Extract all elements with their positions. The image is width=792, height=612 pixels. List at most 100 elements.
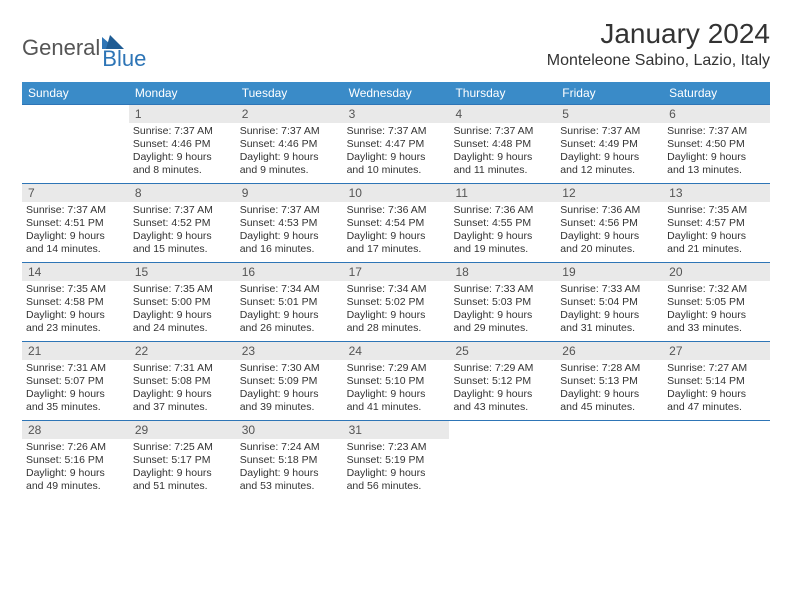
day-cell: 7Sunrise: 7:37 AMSunset: 4:51 PMDaylight… [22, 184, 129, 262]
day-detail: Sunrise: 7:37 AMSunset: 4:46 PMDaylight:… [129, 123, 236, 182]
day-cell: 4Sunrise: 7:37 AMSunset: 4:48 PMDaylight… [449, 105, 556, 183]
day-number: 2 [236, 105, 343, 123]
week-row: 28Sunrise: 7:26 AMSunset: 5:16 PMDayligh… [22, 420, 770, 499]
day-number: 13 [663, 184, 770, 202]
day-cell: 27Sunrise: 7:27 AMSunset: 5:14 PMDayligh… [663, 342, 770, 420]
day-cell: 12Sunrise: 7:36 AMSunset: 4:56 PMDayligh… [556, 184, 663, 262]
day-detail: Sunrise: 7:37 AMSunset: 4:50 PMDaylight:… [663, 123, 770, 182]
header: General Blue January 2024 Monteleone Sab… [22, 18, 770, 72]
day-cell: 25Sunrise: 7:29 AMSunset: 5:12 PMDayligh… [449, 342, 556, 420]
day-cell: 24Sunrise: 7:29 AMSunset: 5:10 PMDayligh… [343, 342, 450, 420]
day-detail: Sunrise: 7:34 AMSunset: 5:02 PMDaylight:… [343, 281, 450, 340]
day-cell: 31Sunrise: 7:23 AMSunset: 5:19 PMDayligh… [343, 421, 450, 499]
day-number: 29 [129, 421, 236, 439]
day-cell: 8Sunrise: 7:37 AMSunset: 4:52 PMDaylight… [129, 184, 236, 262]
day-detail: Sunrise: 7:36 AMSunset: 4:55 PMDaylight:… [449, 202, 556, 261]
day-cell: 9Sunrise: 7:37 AMSunset: 4:53 PMDaylight… [236, 184, 343, 262]
day-cell: 13Sunrise: 7:35 AMSunset: 4:57 PMDayligh… [663, 184, 770, 262]
day-cell: 5Sunrise: 7:37 AMSunset: 4:49 PMDaylight… [556, 105, 663, 183]
day-number: 24 [343, 342, 450, 360]
day-number: 6 [663, 105, 770, 123]
day-cell: 30Sunrise: 7:24 AMSunset: 5:18 PMDayligh… [236, 421, 343, 499]
day-number: 16 [236, 263, 343, 281]
day-cell: 2Sunrise: 7:37 AMSunset: 4:46 PMDaylight… [236, 105, 343, 183]
calendar: SundayMondayTuesdayWednesdayThursdayFrid… [22, 82, 770, 499]
day-detail: Sunrise: 7:35 AMSunset: 5:00 PMDaylight:… [129, 281, 236, 340]
day-header-row: SundayMondayTuesdayWednesdayThursdayFrid… [22, 82, 770, 104]
day-number: 7 [22, 184, 129, 202]
day-number: 30 [236, 421, 343, 439]
day-number: 27 [663, 342, 770, 360]
empty-cell [663, 421, 770, 499]
empty-cell [556, 421, 663, 499]
day-cell: 16Sunrise: 7:34 AMSunset: 5:01 PMDayligh… [236, 263, 343, 341]
day-detail: Sunrise: 7:25 AMSunset: 5:17 PMDaylight:… [129, 439, 236, 498]
week-row: 14Sunrise: 7:35 AMSunset: 4:58 PMDayligh… [22, 262, 770, 341]
logo-text-blue: Blue [102, 46, 146, 72]
logo-text-general: General [22, 35, 100, 61]
day-number: 15 [129, 263, 236, 281]
day-detail: Sunrise: 7:36 AMSunset: 4:54 PMDaylight:… [343, 202, 450, 261]
day-header: Sunday [22, 82, 129, 104]
day-number: 10 [343, 184, 450, 202]
day-cell: 22Sunrise: 7:31 AMSunset: 5:08 PMDayligh… [129, 342, 236, 420]
title-block: January 2024 Monteleone Sabino, Lazio, I… [547, 18, 770, 70]
day-detail: Sunrise: 7:33 AMSunset: 5:03 PMDaylight:… [449, 281, 556, 340]
day-detail: Sunrise: 7:27 AMSunset: 5:14 PMDaylight:… [663, 360, 770, 419]
day-detail: Sunrise: 7:26 AMSunset: 5:16 PMDaylight:… [22, 439, 129, 498]
day-number: 23 [236, 342, 343, 360]
month-title: January 2024 [547, 18, 770, 50]
day-cell: 3Sunrise: 7:37 AMSunset: 4:47 PMDaylight… [343, 105, 450, 183]
week-row: 7Sunrise: 7:37 AMSunset: 4:51 PMDaylight… [22, 183, 770, 262]
day-cell: 23Sunrise: 7:30 AMSunset: 5:09 PMDayligh… [236, 342, 343, 420]
day-detail: Sunrise: 7:33 AMSunset: 5:04 PMDaylight:… [556, 281, 663, 340]
day-number: 12 [556, 184, 663, 202]
day-number: 17 [343, 263, 450, 281]
day-number: 18 [449, 263, 556, 281]
day-detail: Sunrise: 7:29 AMSunset: 5:10 PMDaylight:… [343, 360, 450, 419]
day-header: Thursday [449, 82, 556, 104]
day-number: 5 [556, 105, 663, 123]
day-header: Tuesday [236, 82, 343, 104]
day-cell: 1Sunrise: 7:37 AMSunset: 4:46 PMDaylight… [129, 105, 236, 183]
day-cell: 19Sunrise: 7:33 AMSunset: 5:04 PMDayligh… [556, 263, 663, 341]
day-detail: Sunrise: 7:37 AMSunset: 4:49 PMDaylight:… [556, 123, 663, 182]
day-number: 25 [449, 342, 556, 360]
day-detail: Sunrise: 7:37 AMSunset: 4:52 PMDaylight:… [129, 202, 236, 261]
day-detail: Sunrise: 7:36 AMSunset: 4:56 PMDaylight:… [556, 202, 663, 261]
day-cell: 20Sunrise: 7:32 AMSunset: 5:05 PMDayligh… [663, 263, 770, 341]
day-number: 8 [129, 184, 236, 202]
day-detail: Sunrise: 7:37 AMSunset: 4:48 PMDaylight:… [449, 123, 556, 182]
day-number: 1 [129, 105, 236, 123]
day-detail: Sunrise: 7:35 AMSunset: 4:58 PMDaylight:… [22, 281, 129, 340]
day-cell: 11Sunrise: 7:36 AMSunset: 4:55 PMDayligh… [449, 184, 556, 262]
day-cell: 29Sunrise: 7:25 AMSunset: 5:17 PMDayligh… [129, 421, 236, 499]
logo: General Blue [22, 24, 146, 72]
day-detail: Sunrise: 7:31 AMSunset: 5:08 PMDaylight:… [129, 360, 236, 419]
day-number: 11 [449, 184, 556, 202]
day-detail: Sunrise: 7:35 AMSunset: 4:57 PMDaylight:… [663, 202, 770, 261]
day-detail: Sunrise: 7:31 AMSunset: 5:07 PMDaylight:… [22, 360, 129, 419]
day-detail: Sunrise: 7:23 AMSunset: 5:19 PMDaylight:… [343, 439, 450, 498]
day-cell: 28Sunrise: 7:26 AMSunset: 5:16 PMDayligh… [22, 421, 129, 499]
day-number: 22 [129, 342, 236, 360]
day-detail: Sunrise: 7:29 AMSunset: 5:12 PMDaylight:… [449, 360, 556, 419]
week-row: 1Sunrise: 7:37 AMSunset: 4:46 PMDaylight… [22, 104, 770, 183]
day-detail: Sunrise: 7:37 AMSunset: 4:46 PMDaylight:… [236, 123, 343, 182]
day-cell: 26Sunrise: 7:28 AMSunset: 5:13 PMDayligh… [556, 342, 663, 420]
day-detail: Sunrise: 7:34 AMSunset: 5:01 PMDaylight:… [236, 281, 343, 340]
day-number: 19 [556, 263, 663, 281]
day-number: 20 [663, 263, 770, 281]
day-cell: 21Sunrise: 7:31 AMSunset: 5:07 PMDayligh… [22, 342, 129, 420]
day-cell: 10Sunrise: 7:36 AMSunset: 4:54 PMDayligh… [343, 184, 450, 262]
location: Monteleone Sabino, Lazio, Italy [547, 52, 770, 70]
day-header: Saturday [663, 82, 770, 104]
day-cell: 14Sunrise: 7:35 AMSunset: 4:58 PMDayligh… [22, 263, 129, 341]
day-detail: Sunrise: 7:37 AMSunset: 4:53 PMDaylight:… [236, 202, 343, 261]
day-header: Friday [556, 82, 663, 104]
day-cell: 18Sunrise: 7:33 AMSunset: 5:03 PMDayligh… [449, 263, 556, 341]
day-detail: Sunrise: 7:24 AMSunset: 5:18 PMDaylight:… [236, 439, 343, 498]
day-header: Wednesday [343, 82, 450, 104]
day-cell: 6Sunrise: 7:37 AMSunset: 4:50 PMDaylight… [663, 105, 770, 183]
day-detail: Sunrise: 7:30 AMSunset: 5:09 PMDaylight:… [236, 360, 343, 419]
